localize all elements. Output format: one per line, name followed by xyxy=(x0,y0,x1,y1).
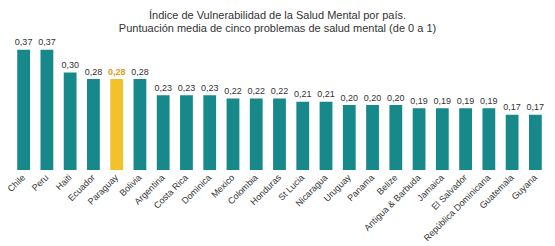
svg-text:0,22: 0,22 xyxy=(247,86,265,96)
svg-text:Colombia: Colombia xyxy=(225,172,260,207)
svg-text:0,22: 0,22 xyxy=(271,86,289,96)
svg-text:Índice de Vulnerabilidad de la: Índice de Vulnerabilidad de la Salud Men… xyxy=(149,9,406,21)
svg-text:Antigua & Barbuda: Antigua & Barbuda xyxy=(362,172,422,232)
svg-text:0,23: 0,23 xyxy=(178,83,196,93)
svg-text:0,19: 0,19 xyxy=(457,96,475,106)
svg-text:Haiti: Haiti xyxy=(54,172,74,192)
svg-text:Argentina: Argentina xyxy=(132,172,167,207)
svg-text:Guyana: Guyana xyxy=(510,172,539,201)
svg-text:0,23: 0,23 xyxy=(201,83,219,93)
svg-text:0,21: 0,21 xyxy=(317,89,335,99)
svg-text:Uruguay: Uruguay xyxy=(321,172,353,204)
svg-text:Nicaragua: Nicaragua xyxy=(294,172,330,208)
svg-text:Jamaica: Jamaica xyxy=(415,172,446,204)
svg-text:Costa Rica: Costa Rica xyxy=(151,172,190,211)
svg-text:0,28: 0,28 xyxy=(108,67,126,77)
svg-text:Chile: Chile xyxy=(6,172,28,194)
svg-text:Ecuador: Ecuador xyxy=(66,172,97,204)
svg-text:0,19: 0,19 xyxy=(434,96,452,106)
svg-text:Mexico: Mexico xyxy=(209,172,237,200)
svg-text:0,28: 0,28 xyxy=(131,67,149,77)
svg-text:0,20: 0,20 xyxy=(364,93,382,103)
svg-text:Puntuación media de cinco prob: Puntuación media de cinco problemas de s… xyxy=(119,22,436,34)
svg-text:0,17: 0,17 xyxy=(503,102,521,112)
svg-text:0,28: 0,28 xyxy=(85,67,103,77)
svg-text:Peru: Peru xyxy=(30,172,50,192)
svg-text:St Lucia: St Lucia xyxy=(276,172,307,203)
svg-text:Paraguay: Paraguay xyxy=(86,172,121,207)
svg-text:Guatemala: Guatemala xyxy=(477,172,515,210)
svg-text:Honduras: Honduras xyxy=(248,172,283,207)
svg-text:0,19: 0,19 xyxy=(410,96,428,106)
svg-text:0,30: 0,30 xyxy=(61,60,79,70)
svg-text:0,37: 0,37 xyxy=(15,37,33,47)
svg-text:Belize: Belize xyxy=(375,172,400,197)
svg-text:0,20: 0,20 xyxy=(341,93,359,103)
svg-text:0,21: 0,21 xyxy=(294,89,312,99)
svg-text:0,23: 0,23 xyxy=(154,83,172,93)
svg-text:Bolivia: Bolivia xyxy=(117,172,144,199)
svg-text:0,17: 0,17 xyxy=(527,102,545,112)
svg-text:República Dominicana: República Dominicana xyxy=(421,172,493,244)
svg-text:0,19: 0,19 xyxy=(480,96,498,106)
svg-text:El Salvador: El Salvador xyxy=(429,172,470,212)
svg-text:Panama: Panama xyxy=(345,172,376,203)
svg-text:0,20: 0,20 xyxy=(387,93,405,103)
svg-text:0,22: 0,22 xyxy=(224,86,242,96)
svg-text:0,37: 0,37 xyxy=(38,37,56,47)
svg-text:Dominica: Dominica xyxy=(180,172,214,206)
